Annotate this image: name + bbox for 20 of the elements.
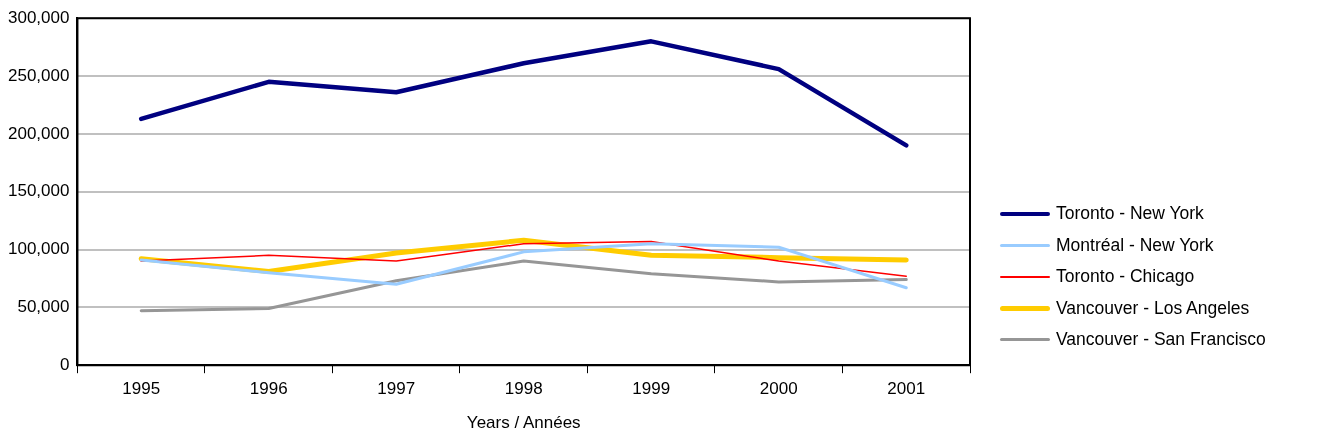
legend-label: Vancouver - San Francisco	[1056, 329, 1266, 351]
y-tick-label: 200,000	[8, 123, 70, 143]
legend-label: Toronto - New York	[1056, 203, 1204, 225]
x-tick-label: 2000	[759, 379, 798, 399]
x-tick-label: 2001	[887, 379, 926, 399]
x-tick-label: 1996	[249, 379, 288, 399]
x-tick-label: 1998	[504, 379, 543, 399]
y-tick-label: 150,000	[8, 181, 70, 201]
x-tick-label: 1999	[632, 379, 671, 399]
x-tick-label: 1997	[377, 379, 416, 399]
x-axis-title: Years / Années	[466, 413, 581, 433]
legend-label: Vancouver - Los Angeles	[1056, 297, 1250, 319]
legend-label: Toronto - Chicago	[1056, 266, 1195, 288]
y-tick-label: 0	[59, 354, 70, 374]
x-tick-label: 1995	[122, 379, 161, 399]
y-tick-label: 300,000	[8, 7, 70, 27]
y-tick-label: 100,000	[8, 239, 70, 259]
y-tick-label: 250,000	[8, 65, 70, 85]
y-tick-label: 50,000	[17, 297, 70, 317]
legend-label: Montréal - New York	[1056, 234, 1214, 256]
